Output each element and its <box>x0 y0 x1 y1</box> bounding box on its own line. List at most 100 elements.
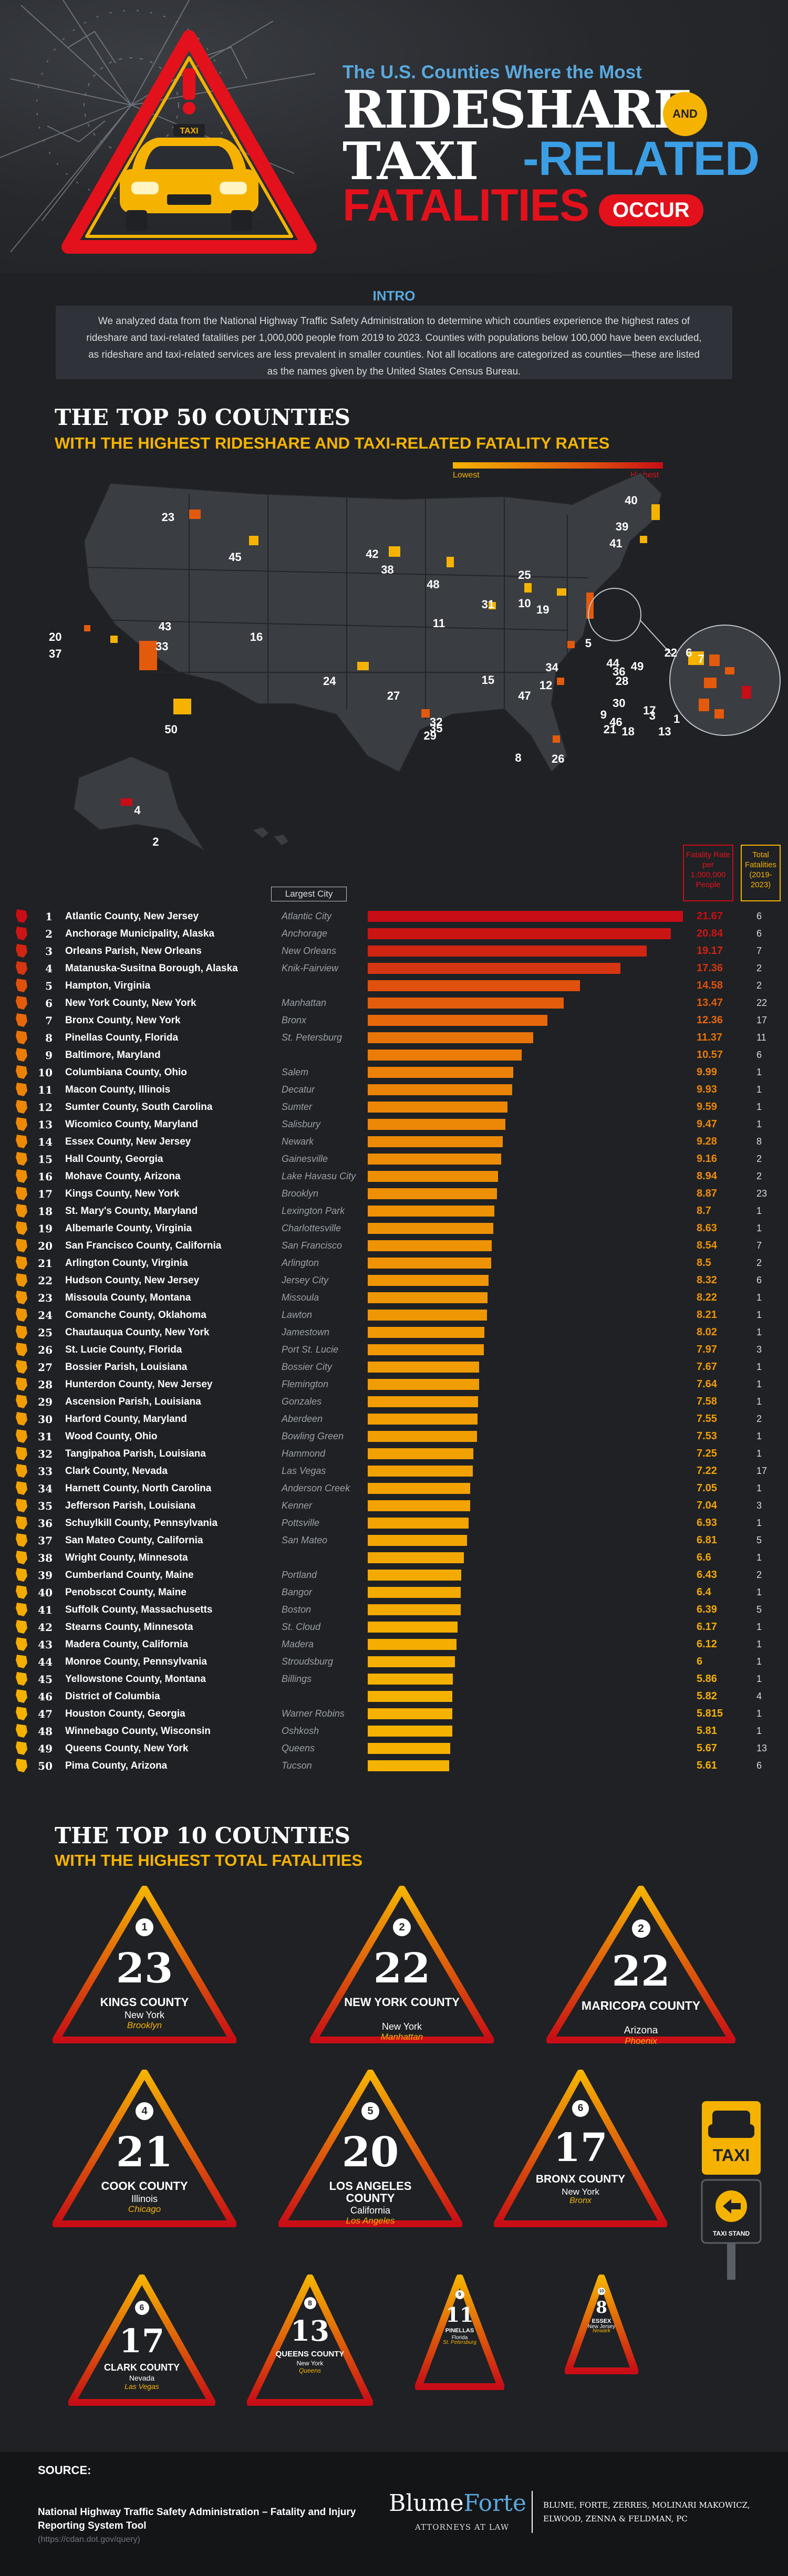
city-name: Hammond <box>282 1448 326 1459</box>
table-row: 21 Arlington County, Virginia Arlington 8.5… <box>0 1254 788 1272</box>
map-label-35: 35 <box>430 722 442 735</box>
hero-banner: TAXI The U.S. Counties Where the Most RI… <box>0 0 788 273</box>
table-row: 1 Atlantic County, New Jersey Atlantic Cit… <box>0 908 788 925</box>
fatality-count: 17 <box>119 2322 165 2360</box>
hero-title-line1: RIDESHARE <box>343 80 693 140</box>
county-name: Queens County, New York <box>65 1743 189 1754</box>
rate-value: 8.32 <box>697 1274 717 1286</box>
county-name: Macon County, Illinois <box>65 1084 171 1095</box>
rank-label: 15 <box>38 1153 53 1166</box>
rank-label: 31 <box>38 1430 53 1443</box>
rate-value: 14.58 <box>697 980 723 991</box>
blumeforte-logo[interactable]: BlumeForte <box>389 2490 526 2517</box>
rate-value: 6.39 <box>697 1604 717 1615</box>
table-row: 49 Queens County, New York Queens 5.67 13 <box>0 1740 788 1757</box>
table-row: 28 Hunterdon County, New Jersey Flemington… <box>0 1376 788 1393</box>
city-name: Kenner <box>282 1500 313 1511</box>
rate-bar <box>368 980 580 991</box>
rate-bar <box>368 1171 498 1182</box>
rank-label: 14 <box>38 1136 53 1148</box>
rank-label: 30 <box>38 1413 53 1426</box>
county-name: Orleans Parish, New Orleans <box>65 946 202 957</box>
table-row: 40 Penobscot County, Maine Bangor 6.4 1 <box>0 1584 788 1601</box>
rate-value: 9.28 <box>697 1136 717 1147</box>
table-row: 38 Wright County, Minnesota 6.6 1 <box>0 1549 788 1566</box>
county-name: District of Columbia <box>65 1691 160 1702</box>
hero-occur-badge: OCCUR <box>599 194 703 226</box>
city-name: Newark <box>282 1136 314 1147</box>
city-name: Manhattan <box>282 998 327 1008</box>
rate-value: 5.61 <box>697 1760 717 1771</box>
table-row: 46 District of Columbia 5.82 4 <box>0 1688 788 1705</box>
fatalities-value: 6 <box>756 1275 762 1285</box>
fatalities-value: 1 <box>756 1327 762 1337</box>
top10-item: 10 8 ESSEX New Jersey Newark <box>565 2274 638 2374</box>
fatalities-value: 2 <box>756 1258 762 1268</box>
city-name: Brooklyn <box>282 1188 319 1199</box>
source-url[interactable]: (https://cdan.dot.gov/query) <box>38 2535 140 2544</box>
county-name: Monroe County, Pennsylvania <box>65 1656 207 1667</box>
county-shape-icon <box>16 1377 27 1391</box>
map-label-38: 38 <box>381 563 393 576</box>
map-label-39: 39 <box>616 520 628 533</box>
county-name: NEW YORK COUNTY <box>344 1996 460 2009</box>
fatalities-value: 5 <box>756 1604 762 1615</box>
rate-bar <box>368 1275 489 1286</box>
city-name: Manhattan <box>380 2032 423 2042</box>
rank-label: 27 <box>38 1361 53 1374</box>
city-name: Madera <box>282 1639 314 1649</box>
state-name: Florida <box>451 2335 468 2341</box>
map-label-45: 45 <box>229 550 241 564</box>
top10-item: 2 22 MARICOPA COUNTY Arizona Phoenix <box>546 1886 735 2046</box>
table-row: 44 Monroe County, Pennsylvania Stroudsburg… <box>0 1653 788 1670</box>
map-label-15: 15 <box>482 673 494 687</box>
rank-label: 13 <box>38 1118 53 1131</box>
table-row: 39 Cumberland County, Maine Portland 6.43 2 <box>0 1566 788 1584</box>
city-name: Queens <box>298 2367 322 2374</box>
rate-value: 6.17 <box>697 1621 717 1633</box>
county-name: Comanche County, Oklahoma <box>65 1310 206 1321</box>
rate-value: 9.59 <box>697 1101 717 1113</box>
map-label-40: 40 <box>625 494 637 507</box>
rate-header: Fatality Rate per 1,000,000 People <box>683 845 733 901</box>
fatality-count: 8 <box>596 2298 607 2317</box>
rate-bar <box>368 1656 455 1667</box>
rate-value: 17.36 <box>697 962 723 974</box>
rate-value: 10.57 <box>697 1049 723 1061</box>
fatalities-value: 1 <box>756 1708 762 1719</box>
rate-value: 11.37 <box>697 1032 722 1043</box>
fatalities-value: 1 <box>756 1084 762 1095</box>
rate-bar <box>368 1154 501 1165</box>
county-shape-icon <box>16 1672 27 1686</box>
county-name: Winnebago County, Wisconsin <box>65 1726 211 1737</box>
county-shape-icon <box>16 979 27 992</box>
map-label-18: 18 <box>621 725 634 738</box>
rank-label: 6 <box>45 997 53 1010</box>
fatalities-value: 1 <box>756 1119 762 1129</box>
county-shape-icon <box>16 1325 27 1339</box>
fatalities-value: 1 <box>756 1206 762 1216</box>
county-name: Houston County, Georgia <box>65 1708 185 1719</box>
map-label-33: 33 <box>155 640 168 653</box>
rank-label: 20 <box>38 1240 53 1252</box>
rank-label: 2 <box>45 928 53 940</box>
county-shape-icon <box>16 1135 27 1148</box>
rank-label: 42 <box>38 1621 53 1634</box>
top10-item: 5 20 LOS ANGELES COUNTY California Los Angel… <box>278 2070 462 2227</box>
fatalities-value: 7 <box>756 946 762 956</box>
county-name: Schuylkill County, Pennsylvania <box>65 1518 218 1529</box>
rate-bar <box>368 1604 461 1615</box>
table-row: 34 Harnett County, North Carolina Anderson… <box>0 1480 788 1497</box>
rate-value: 8.02 <box>697 1326 717 1338</box>
rank-label: 35 <box>38 1500 53 1512</box>
rate-bar <box>368 1050 522 1061</box>
map-label-7: 7 <box>698 652 704 666</box>
rank-label: 16 <box>38 1170 53 1183</box>
section2-title: THE TOP 10 COUNTIES <box>55 1823 350 1848</box>
county-shape-icon <box>16 1117 27 1131</box>
county-name: Hudson County, New Jersey <box>65 1275 200 1286</box>
rank-label: 8 <box>45 1032 53 1044</box>
table-row: 11 Macon County, Illinois Decatur 9.93 1 <box>0 1081 788 1098</box>
table-row: 3 Orleans Parish, New Orleans New Orleans 1… <box>0 942 788 960</box>
